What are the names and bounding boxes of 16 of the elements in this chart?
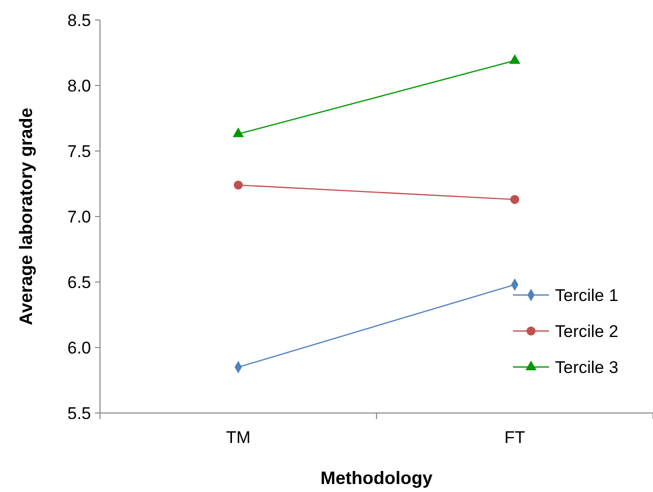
y-tick-label: 5.5 [67,404,91,423]
legend-label: Tercile 2 [555,322,618,341]
y-tick-label: 8.0 [67,76,91,96]
y-tick-label: 8.5 [67,10,91,30]
legend-label: Tercile 3 [555,358,618,377]
y-tick-label: 6.5 [67,272,91,292]
x-axis-title: Methodology [320,468,432,488]
y-axis-title: Average laboratory grade [16,108,36,326]
x-tick-label: FT [504,428,526,447]
point [510,194,520,204]
legend-label: Tercile 1 [555,286,618,305]
point [234,180,243,190]
y-tick-label: 7.5 [67,142,91,161]
y-tick-label: 7.0 [67,207,91,226]
y-tick-label: 6.0 [67,338,91,358]
x-tick-label: TM [226,428,251,447]
